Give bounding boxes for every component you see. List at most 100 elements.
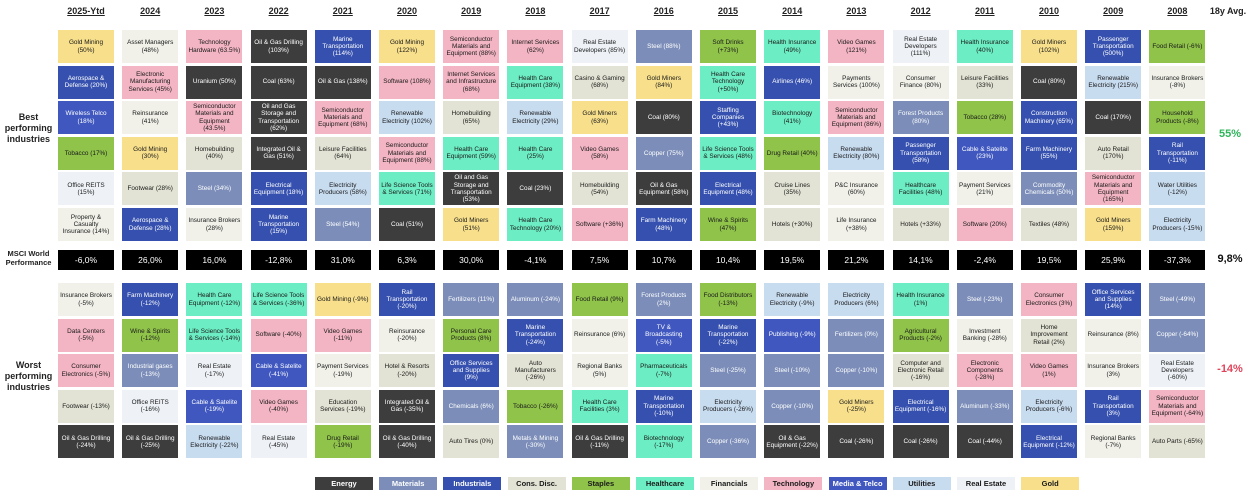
- worst-industry-cell: Cable & Satelite (-41%): [250, 354, 307, 388]
- best-industry-cell: Renewable Electricity (29%): [507, 101, 564, 135]
- best-industry-cell: Drug Retail (40%): [764, 136, 821, 170]
- best-industry-cell: Steel (88%): [635, 30, 692, 63]
- worst-industry-cell: Industrial gases (-13%): [122, 354, 179, 388]
- best-industry-cell: Semiconductor Materials and Equipment (8…: [828, 101, 885, 135]
- best-industry-cell: Coal (170%): [1085, 101, 1142, 135]
- best-industry-cell: Aerospace & Defense (20%): [58, 65, 114, 99]
- year-header: 2013: [846, 6, 867, 16]
- best-industry-cell: Semiconductor Materials and Equipment (1…: [1085, 172, 1142, 206]
- msci-value: 14,1%: [892, 250, 949, 270]
- best-industry-cell: Casino & Gaming (68%): [571, 65, 628, 99]
- worst-industry-cell: Reinsurance (6%): [571, 318, 628, 352]
- worst-industry-cell: Personal Care Products (8%): [443, 318, 500, 352]
- best-industry-cell: Electrical Equipment (18%): [250, 172, 307, 206]
- worst-industry-cell: Rail Transportation (3%): [1085, 389, 1142, 423]
- legend-item: Utilities: [892, 477, 951, 490]
- msci-value: 26,0%: [122, 250, 179, 270]
- worst-industry-cell: Gold Mining (-9%): [314, 283, 371, 316]
- best-industry-cell: Steel (54%): [314, 208, 371, 241]
- best-industry-cell: Coal (80%): [635, 101, 692, 135]
- worst-industry-cell: Aluminum (-24%): [507, 283, 564, 316]
- msci-value: -4,1%: [507, 250, 564, 270]
- best-industry-cell: Tobacco (28%): [956, 101, 1013, 135]
- best-industry-cell: Homebuilding (65%): [443, 101, 500, 135]
- best-industry-cell: Gold Miners (84%): [635, 65, 692, 99]
- worst-industry-cell: Renewable Electricity (-22%): [186, 425, 243, 459]
- worst-industry-cell: Oil & Gas Drilling (-40%): [379, 425, 435, 459]
- best-industry-cell: Renewable Electricity (80%): [828, 136, 885, 170]
- best-industry-cell: Textiles (48%): [1021, 208, 1077, 241]
- worst-industry-cell: Steel (-49%): [1149, 283, 1206, 316]
- best-industry-cell: Office REITS (15%): [58, 172, 114, 206]
- best-industry-cell: Aerospace & Defense (28%): [122, 208, 179, 241]
- legend-item: Gold: [1021, 477, 1080, 490]
- legend-item: Staples: [571, 477, 630, 490]
- worst-industry-cell: Forest Products (2%): [635, 283, 692, 316]
- best-industry-cell: Food Retail (-6%): [1149, 30, 1206, 63]
- best-industry-cell: Electricity Producers (-15%): [1149, 208, 1206, 241]
- best-industry-cell: Steel (34%): [186, 172, 243, 206]
- best-industry-cell: Water Utilities (-12%): [1149, 172, 1206, 206]
- best-industry-cell: Coal (63%): [250, 65, 307, 99]
- legend-item: Financials: [700, 477, 759, 490]
- worst-industry-cell: Semiconductor Materials and Equipment (-…: [1149, 389, 1206, 423]
- worst-industry-cell: Investment Banking (-28%): [956, 318, 1013, 352]
- best-industry-cell: Life Science Tools & Services (71%): [379, 172, 435, 206]
- worst-industry-cell: Farm Machinery (-12%): [122, 283, 179, 316]
- worst-industry-cell: TV & Broadcasting (-5%): [635, 318, 692, 352]
- best-industry-cell: Insurance Brokers (-8%): [1149, 65, 1206, 99]
- worst-industry-cell: Food Retail (9%): [571, 283, 628, 316]
- best-industry-cell: Wireless Telco (18%): [58, 101, 114, 135]
- best-industry-cell: Household Products (-8%): [1149, 101, 1206, 135]
- worst-industry-cell: Life Science Tools & Services (-36%): [250, 283, 307, 316]
- worst-industry-cell: Fertilizers (0%): [828, 318, 885, 352]
- best-industry-cell: Renewable Electricity (102%): [379, 101, 435, 135]
- worst-industry-cell: Oil & Gas Drilling (-24%): [58, 425, 114, 459]
- worst-industry-cell: Aluminum (-33%): [956, 389, 1013, 423]
- best-industry-cell: Rail Transportation (-11%): [1149, 136, 1206, 170]
- best-performing-label: Best performing industries: [4, 112, 53, 144]
- best-industry-cell: Real Estate Developers (85%): [571, 30, 628, 63]
- worst-industry-cell: Oil & Gas Equipment (-22%): [764, 425, 821, 459]
- best-industry-cell: Electronic Manufacturing Services (45%): [122, 65, 179, 99]
- worst-industry-cell: Marine Transportation (-10%): [635, 389, 692, 423]
- best-industry-cell: Software (+36%): [571, 208, 628, 241]
- worst-industry-cell: Oil & Gas Drilling (-25%): [122, 425, 179, 459]
- best-industry-cell: Life Science Tools & Services (48%): [700, 136, 756, 170]
- worst-industry-cell: Marine Transportation (-24%): [507, 318, 564, 352]
- best-industry-cell: Payment Services (21%): [956, 172, 1013, 206]
- worst-industry-cell: Cable & Satelite (-19%): [186, 389, 243, 423]
- worst-industry-cell: Steel (-23%): [956, 283, 1013, 316]
- best-industry-cell: Health Care Equipment (38%): [507, 65, 564, 99]
- best-average: 55%: [1218, 128, 1242, 140]
- year-header: 2015: [717, 6, 739, 16]
- best-industry-cell: Auto Retail (170%): [1085, 136, 1142, 170]
- year-header: 2019: [461, 6, 482, 16]
- worst-industry-cell: Home Improvement Retail (2%): [1021, 318, 1077, 352]
- worst-industry-cell: Integrated Oil & Gas (-35%): [379, 389, 435, 423]
- best-industry-cell: Airlines (46%): [764, 65, 821, 99]
- worst-industry-cell: Electricity Producers (-26%): [700, 389, 756, 423]
- best-industry-cell: Software (108%): [379, 65, 435, 99]
- best-industry-cell: Software (20%): [956, 208, 1013, 241]
- best-industry-cell: Cable & Satelite (23%): [956, 136, 1013, 170]
- year-header: 2018: [525, 6, 546, 16]
- worst-industry-cell: Auto Manufacturers (-26%): [507, 354, 564, 388]
- best-industry-cell: Renewable Electricity (215%): [1085, 65, 1142, 99]
- worst-industry-cell: Copper (-10%): [828, 354, 885, 388]
- best-industry-cell: Internet Services (62%): [507, 30, 564, 63]
- worst-industry-cell: Metals & Mining (-30%): [507, 425, 564, 459]
- worst-industry-cell: Coal (-44%): [956, 425, 1013, 459]
- best-industry-cell: P&C Insurance (60%): [828, 172, 885, 206]
- worst-industry-cell: Tobacco (-26%): [507, 389, 564, 423]
- best-industry-cell: Passenger Transportation (500%): [1085, 30, 1142, 63]
- worst-industry-cell: Consumer Electronics (3%): [1021, 283, 1077, 316]
- best-industry-cell: Health Insurance (40%): [956, 30, 1013, 63]
- best-industry-cell: Consumer Finance (80%): [892, 65, 949, 99]
- legend-item: Energy: [315, 477, 373, 490]
- worst-industry-cell: Video Games (-11%): [314, 318, 371, 352]
- worst-industry-cell: Marine Transportation (-22%): [700, 318, 756, 352]
- best-industry-cell: Coal (80%): [1021, 65, 1077, 99]
- worst-industry-cell: Payment Services (-19%): [314, 354, 371, 388]
- worst-industry-cell: Pharmaceuticals (-7%): [635, 354, 692, 388]
